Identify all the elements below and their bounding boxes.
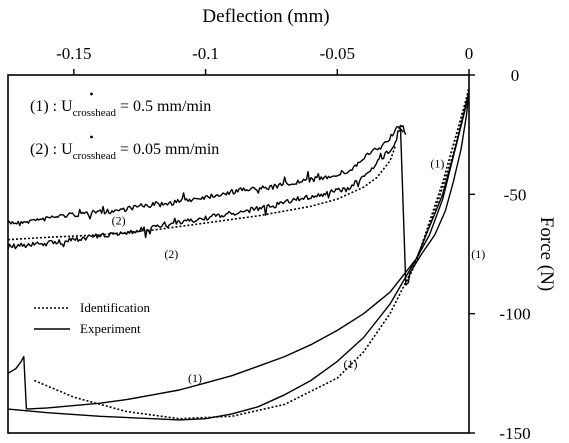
x-axis-title: Deflection (mm)	[202, 6, 329, 27]
annotation-2-subscript: crosshead	[73, 150, 117, 162]
x-tick-label-3: 0	[465, 44, 474, 63]
legend-experiment-label: Experiment	[80, 321, 141, 336]
annotation-1-subscript: crosshead	[73, 107, 117, 119]
identification-series-line-9	[33, 89, 469, 420]
annotation-2-dot	[90, 135, 93, 139]
legend: Identification Experiment	[34, 300, 151, 336]
annotation-1-suffix: = 0.5 mm/min	[116, 98, 211, 115]
identification-series-line-8	[405, 86, 469, 286]
annotation-line-2: (2) : Ucrosshead = 0.05 mm/min	[30, 141, 219, 162]
annotation-1-dot	[90, 92, 93, 96]
annotation-line-1: (1) : Ucrosshead = 0.5 mm/min	[30, 98, 211, 119]
annotation-1-prefix: (1) : U	[30, 98, 73, 115]
y-tick-label-1: -50	[504, 185, 527, 204]
x-tick-label-1: -0.1	[192, 44, 219, 63]
experiment-series-line-5	[8, 355, 28, 410]
experiment-series-line-4	[26, 91, 469, 410]
annotation-2-prefix: (2) : U	[30, 141, 73, 158]
y-tick-label-0: 0	[511, 66, 520, 85]
legend-identification-label: Identification	[80, 300, 151, 315]
experiment-series-line-0	[8, 124, 407, 227]
experiment-series-line-3	[409, 91, 469, 274]
curve-label-1: (2)	[164, 247, 178, 261]
identification-series-line-7	[8, 146, 396, 241]
curve-label-2: (1)	[430, 156, 444, 170]
y-axis-title: Force (N)	[536, 217, 557, 291]
experiment-series-line-1	[8, 128, 404, 250]
annotation-2-suffix: = 0.05 mm/min	[116, 141, 219, 158]
x-tick-label-0: -0.15	[56, 44, 91, 63]
curve-label-3: (1)	[471, 247, 485, 261]
curve-label-0: (2)	[112, 214, 126, 228]
y-tick-label-2: -100	[499, 305, 530, 324]
plot-frame	[7, 74, 470, 434]
y-tick-label-3: -150	[499, 424, 530, 443]
curve-label-5: (1)	[343, 357, 357, 371]
annotation-block: (1) : Ucrosshead = 0.5 mm/min (2) : Ucro…	[30, 92, 219, 162]
x-tick-label-2: -0.05	[320, 44, 355, 63]
curve-label-4: (1)	[188, 371, 202, 385]
plot-area	[8, 86, 469, 421]
